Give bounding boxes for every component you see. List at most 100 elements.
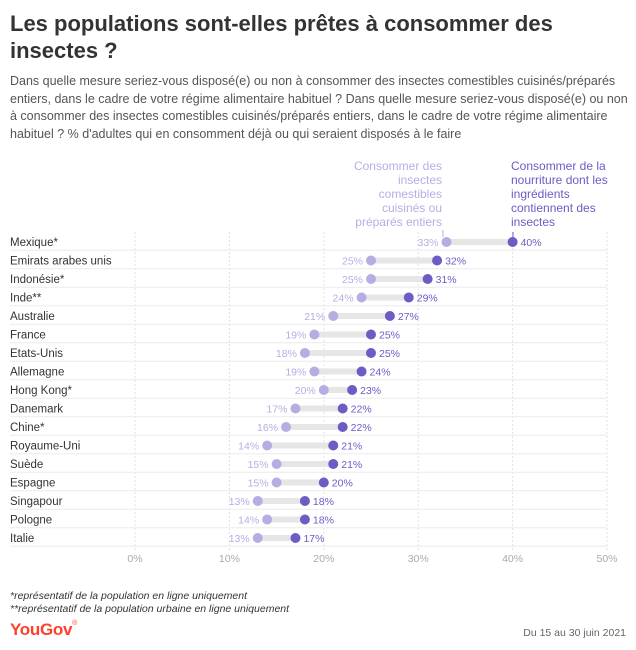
- value-label-insect-ingredients: 21%: [341, 459, 362, 471]
- category-label: Suède: [10, 459, 43, 471]
- point-insect-ingredients: [299, 496, 310, 506]
- value-label-whole-insects: 19%: [285, 367, 306, 379]
- value-label-whole-insects: 25%: [342, 256, 363, 268]
- yougov-logo: YouGov®: [10, 620, 77, 639]
- category-label: Danemark: [10, 404, 63, 416]
- point-whole-insects: [309, 329, 320, 340]
- x-tick-label: 20%: [313, 553, 334, 565]
- category-label: Mexique*: [10, 237, 58, 249]
- category-label: Indonésie*: [10, 274, 65, 286]
- x-tick-label: 30%: [408, 553, 429, 565]
- point-insect-ingredients: [318, 477, 329, 488]
- value-label-insect-ingredients: 23%: [360, 385, 381, 397]
- category-label: Royaume-Uni: [10, 441, 80, 453]
- value-label-insect-ingredients: 25%: [379, 330, 400, 342]
- point-insect-ingredients: [403, 292, 414, 303]
- point-insect-ingredients: [366, 329, 376, 340]
- point-insect-ingredients: [422, 274, 433, 284]
- value-label-insect-ingredients: 32%: [445, 256, 466, 268]
- category-label: Etats-Unis: [10, 348, 63, 360]
- category-label: Emirats arabes unis: [10, 256, 112, 268]
- value-label-insect-ingredients: 22%: [351, 404, 372, 416]
- category-label: Hong Kong*: [10, 385, 73, 397]
- point-whole-insects: [299, 348, 310, 358]
- x-tick-label: 40%: [502, 553, 523, 565]
- value-label-insect-ingredients: 40%: [521, 237, 542, 249]
- category-label: Allemagne: [10, 367, 64, 379]
- value-label-insect-ingredients: 18%: [313, 515, 334, 527]
- value-label-whole-insects: 21%: [304, 311, 325, 323]
- point-whole-insects: [366, 255, 376, 266]
- point-insect-ingredients: [347, 385, 358, 395]
- point-whole-insects: [262, 440, 273, 451]
- point-insect-ingredients: [432, 255, 443, 266]
- category-label: Australie: [10, 311, 55, 323]
- point-insect-ingredients: [337, 403, 348, 414]
- x-tick-label: 0%: [127, 553, 142, 565]
- value-label-insect-ingredients: 17%: [303, 533, 324, 545]
- category-label: Singapour: [10, 496, 63, 508]
- footnote-online-population: *représentatif de la population en ligne…: [10, 590, 248, 602]
- value-label-insect-ingredients: 24%: [370, 367, 391, 379]
- legend-series-whole-insects: Consommer des insectes comestibles cuisi…: [353, 159, 442, 229]
- point-whole-insects: [271, 459, 282, 469]
- survey-date: Du 15 au 30 juin 2021: [523, 627, 626, 639]
- category-label: Espagne: [10, 478, 55, 490]
- value-label-whole-insects: 17%: [266, 404, 287, 416]
- value-label-whole-insects: 25%: [342, 274, 363, 286]
- chart-title: Les populations sont-elles prêtes à cons…: [10, 11, 553, 63]
- point-whole-insects: [309, 366, 320, 377]
- point-insect-ingredients: [384, 311, 395, 321]
- category-label: Inde**: [10, 293, 42, 305]
- point-whole-insects: [366, 274, 376, 284]
- value-label-insect-ingredients: 18%: [313, 496, 334, 508]
- category-label: Pologne: [10, 515, 52, 527]
- category-label: Chine*: [10, 422, 45, 434]
- footnote-urban-population: **représentatif de la population urbaine…: [10, 603, 290, 615]
- chart-subtitle: Dans quelle mesure seriez-vous disposé(e…: [10, 74, 628, 141]
- point-whole-insects: [356, 292, 367, 303]
- point-insect-ingredients: [337, 422, 348, 432]
- point-insect-ingredients: [299, 514, 310, 525]
- value-label-whole-insects: 33%: [418, 237, 439, 249]
- point-whole-insects: [271, 477, 282, 488]
- x-tick-label: 50%: [596, 553, 617, 565]
- value-label-whole-insects: 20%: [295, 385, 316, 397]
- value-label-whole-insects: 15%: [248, 478, 269, 490]
- point-whole-insects: [318, 385, 329, 395]
- point-insect-ingredients: [366, 348, 376, 358]
- value-label-whole-insects: 13%: [229, 533, 250, 545]
- point-insect-ingredients: [328, 459, 339, 469]
- value-label-insect-ingredients: 29%: [417, 293, 438, 305]
- value-label-whole-insects: 14%: [238, 515, 259, 527]
- point-insect-ingredients: [356, 366, 367, 377]
- point-insect-ingredients: [290, 533, 301, 543]
- point-insect-ingredients: [507, 237, 518, 247]
- value-label-insect-ingredients: 25%: [379, 348, 400, 360]
- point-whole-insects: [281, 422, 292, 432]
- point-insect-ingredients: [328, 440, 339, 451]
- point-whole-insects: [262, 514, 273, 525]
- point-whole-insects: [252, 496, 263, 506]
- value-label-whole-insects: 13%: [229, 496, 250, 508]
- value-label-whole-insects: 16%: [257, 422, 278, 434]
- value-label-whole-insects: 24%: [333, 293, 354, 305]
- value-label-whole-insects: 19%: [285, 330, 306, 342]
- legend-series-insect-ingredients: Consommer de la nourriture dont les ingr…: [511, 159, 608, 229]
- value-label-insect-ingredients: 27%: [398, 311, 419, 323]
- value-label-whole-insects: 15%: [248, 459, 269, 471]
- value-label-insect-ingredients: 20%: [332, 478, 353, 490]
- value-label-insect-ingredients: 22%: [351, 422, 372, 434]
- value-label-insect-ingredients: 21%: [341, 441, 362, 453]
- value-label-whole-insects: 14%: [238, 441, 259, 453]
- x-tick-label: 10%: [219, 553, 240, 565]
- value-label-whole-insects: 18%: [276, 348, 297, 360]
- category-label: Italie: [10, 533, 34, 545]
- category-label: France: [10, 330, 46, 342]
- value-label-insect-ingredients: 31%: [436, 274, 457, 286]
- point-whole-insects: [328, 311, 339, 321]
- point-whole-insects: [290, 403, 301, 414]
- point-whole-insects: [441, 237, 452, 247]
- point-whole-insects: [252, 533, 263, 543]
